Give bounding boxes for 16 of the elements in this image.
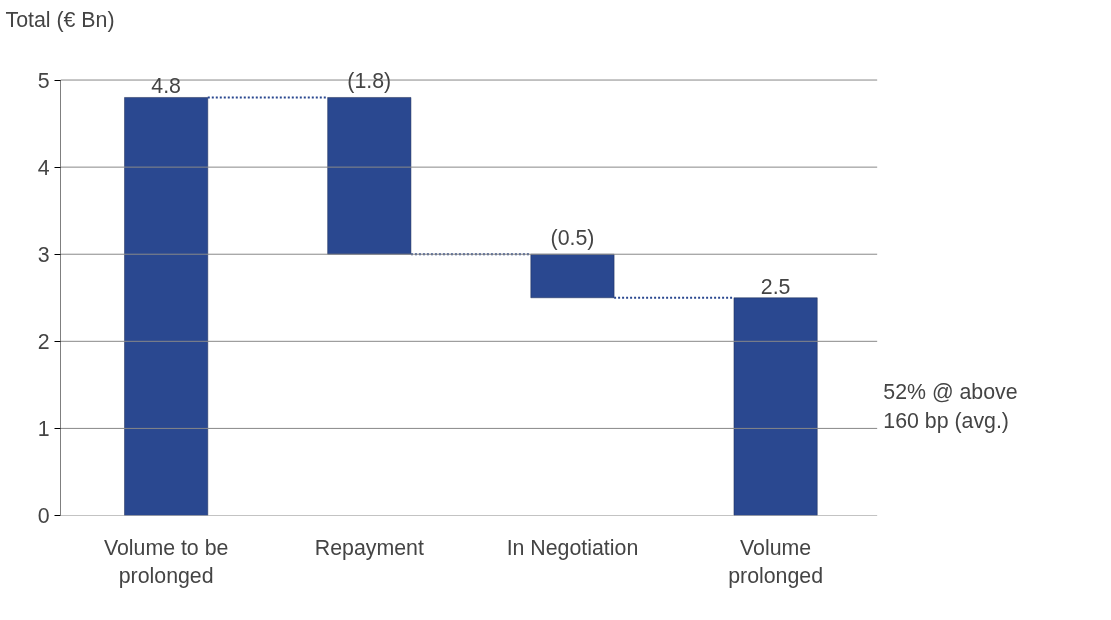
data-label: 2.5 <box>760 274 791 299</box>
x-tick-label: Volume prolonged <box>728 535 824 589</box>
y-tick-label: 1 <box>37 416 50 441</box>
data-label: 4.8 <box>151 74 181 99</box>
y-tick-label: 4 <box>37 155 50 180</box>
x-tick-label: Repayment <box>314 535 424 560</box>
y-axis-title: Total (€ Bn) <box>5 7 115 32</box>
x-tick-label: In Negotiation <box>506 535 639 560</box>
data-label: (1.8) <box>347 69 392 94</box>
y-tick-label: 3 <box>37 242 50 267</box>
x-tick-label: Volume to be prolonged <box>103 535 229 589</box>
data-label: (0.5) <box>550 226 595 251</box>
y-tick-label: 0 <box>37 504 50 528</box>
y-tick-label: 5 <box>37 68 50 93</box>
text: 52% @ above 160 bp (avg.) <box>883 380 1018 434</box>
y-tick-label: 2 <box>37 329 50 354</box>
